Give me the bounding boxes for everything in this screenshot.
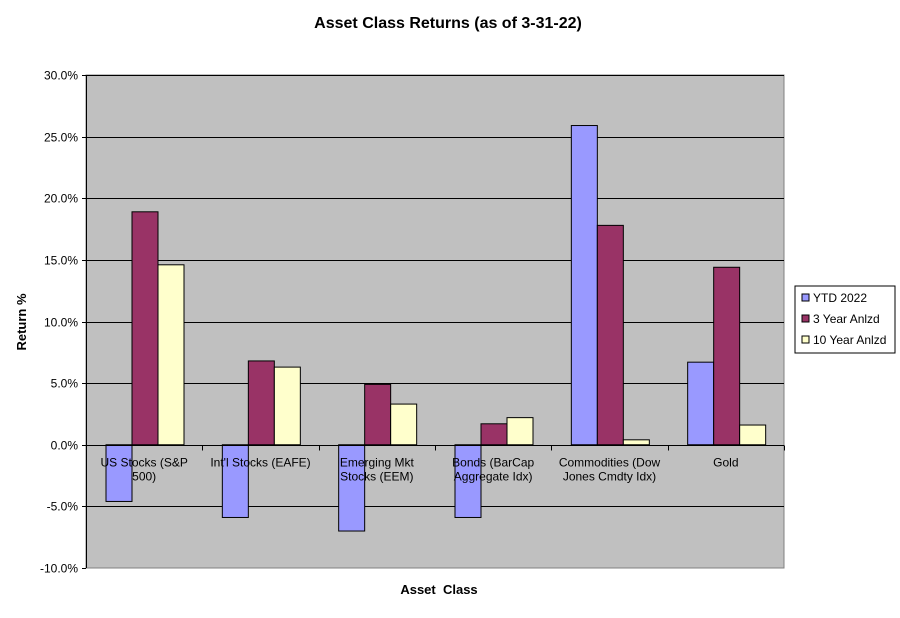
bar bbox=[390, 403, 418, 446]
bar bbox=[713, 266, 741, 446]
y-tick-label: 20.0% bbox=[44, 192, 78, 206]
bar bbox=[273, 366, 301, 446]
category-label: Int'l Stocks (EAFE) bbox=[210, 456, 310, 470]
legend-label: YTD 2022 bbox=[813, 291, 867, 305]
bar bbox=[157, 264, 185, 446]
y-tick-label: 25.0% bbox=[44, 131, 78, 145]
x-axis-title: Asset Class bbox=[400, 582, 477, 597]
legend-swatch bbox=[801, 314, 810, 323]
category-label: Aggregate Idx) bbox=[454, 470, 533, 484]
category-label: Commodities (Dow bbox=[559, 456, 661, 470]
category-label: 500) bbox=[132, 470, 156, 484]
category-label: US Stocks (S&P bbox=[100, 456, 187, 470]
bar bbox=[506, 417, 534, 446]
bar bbox=[338, 444, 366, 532]
bar bbox=[247, 360, 275, 446]
legend-label: 10 Year Anlzd bbox=[813, 333, 886, 347]
bar bbox=[221, 444, 249, 518]
y-tick-label: 10.0% bbox=[44, 316, 78, 330]
y-tick-label: -5.0% bbox=[47, 500, 79, 514]
legend-swatch bbox=[801, 293, 810, 302]
legend-box bbox=[794, 285, 896, 354]
chart-title: Asset Class Returns (as of 3-31-22) bbox=[314, 15, 582, 32]
legend-swatch bbox=[801, 335, 810, 344]
category-label: Gold bbox=[713, 456, 738, 470]
y-tick-label: 15.0% bbox=[44, 254, 78, 268]
y-tick-label: 0.0% bbox=[51, 439, 79, 453]
category-label: Bonds (BarCap bbox=[452, 456, 534, 470]
plot-area bbox=[85, 74, 785, 569]
y-tick-label: 30.0% bbox=[44, 69, 78, 83]
bar bbox=[570, 125, 598, 446]
bar bbox=[596, 224, 624, 446]
bar bbox=[687, 361, 715, 446]
y-axis: 30.0% 25.0% 20.0% 15.0% 10.0% 5.0% 0.0% -5.0% -1… bbox=[40, 69, 87, 576]
bar bbox=[739, 424, 767, 446]
bar bbox=[105, 444, 133, 502]
category-label: Stocks (EEM) bbox=[340, 470, 413, 484]
bar bbox=[622, 439, 650, 446]
legend: YTD 2022 3 Year Anlzd 10 Year Anlzd bbox=[794, 285, 896, 354]
bar bbox=[364, 383, 392, 446]
y-tick-label: -10.0% bbox=[40, 562, 78, 576]
category-label: Emerging Mkt bbox=[340, 456, 415, 470]
bars bbox=[105, 125, 767, 532]
bar bbox=[131, 211, 159, 446]
legend-label: 3 Year Anlzd bbox=[813, 312, 880, 326]
y-tick-label: 5.0% bbox=[51, 377, 79, 391]
category-label: Jones Cmdty Idx) bbox=[563, 470, 656, 484]
y-axis-title: Return % bbox=[14, 293, 29, 351]
bar bbox=[480, 423, 508, 446]
bar bbox=[454, 444, 482, 518]
